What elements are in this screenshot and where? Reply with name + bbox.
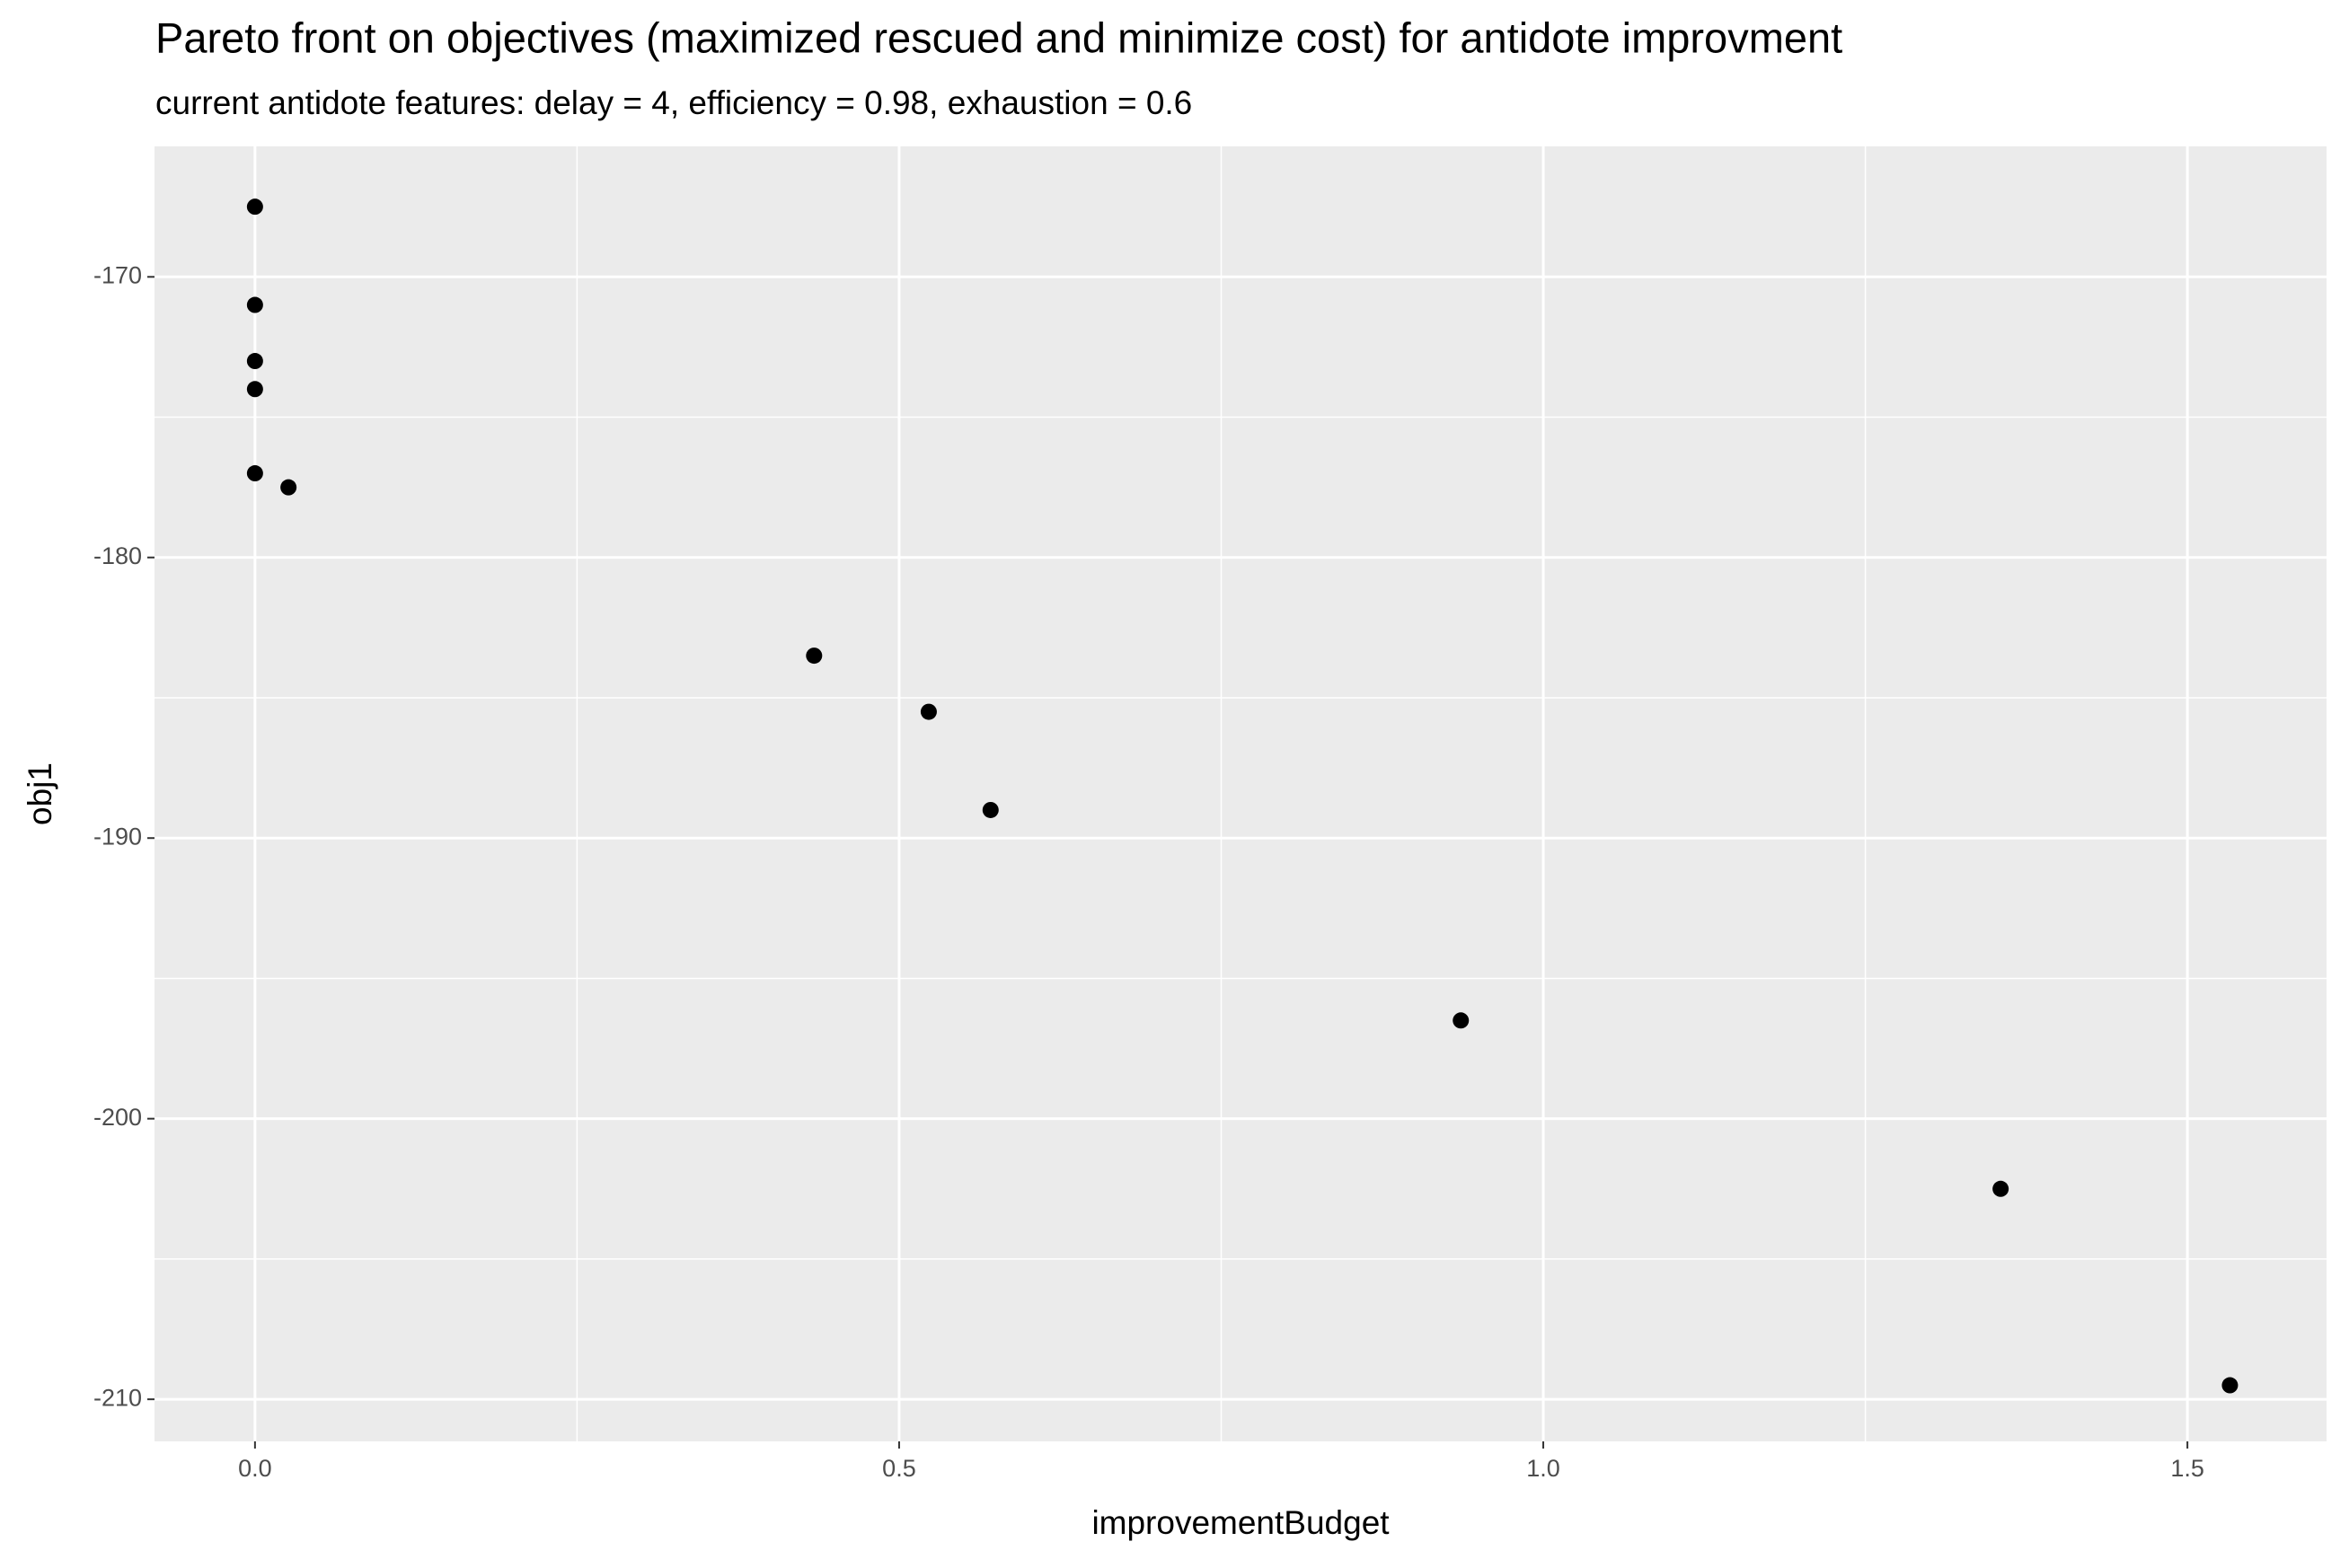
point xyxy=(246,465,263,482)
point xyxy=(246,353,263,370)
y-tick-label: -210 xyxy=(93,1384,142,1411)
y-tick-label: -200 xyxy=(93,1104,142,1131)
point xyxy=(246,296,263,313)
point xyxy=(246,381,263,398)
point xyxy=(1453,1012,1470,1029)
y-tick-label: -180 xyxy=(93,542,142,569)
x-tick-label: 1.0 xyxy=(1526,1455,1560,1482)
point xyxy=(1992,1180,2009,1197)
x-tick-label: 0.0 xyxy=(238,1455,272,1482)
chart-title: Pareto front on objectives (maximized re… xyxy=(155,13,1842,61)
point xyxy=(806,647,823,665)
y-tick-label: -170 xyxy=(93,261,142,288)
point xyxy=(920,703,937,720)
y-axis-title: obj1 xyxy=(22,762,58,825)
panel xyxy=(155,146,2327,1441)
point xyxy=(246,198,263,216)
point xyxy=(280,479,297,496)
x-tick-label: 1.5 xyxy=(2170,1455,2204,1482)
point xyxy=(982,801,999,818)
chart-subtitle: current antidote features: delay = 4, ef… xyxy=(155,84,1192,121)
y-tick-label: -190 xyxy=(93,823,142,850)
x-axis-title: improvementBudget xyxy=(1091,1504,1390,1541)
point xyxy=(2221,1377,2239,1394)
x-tick-label: 0.5 xyxy=(882,1455,916,1482)
